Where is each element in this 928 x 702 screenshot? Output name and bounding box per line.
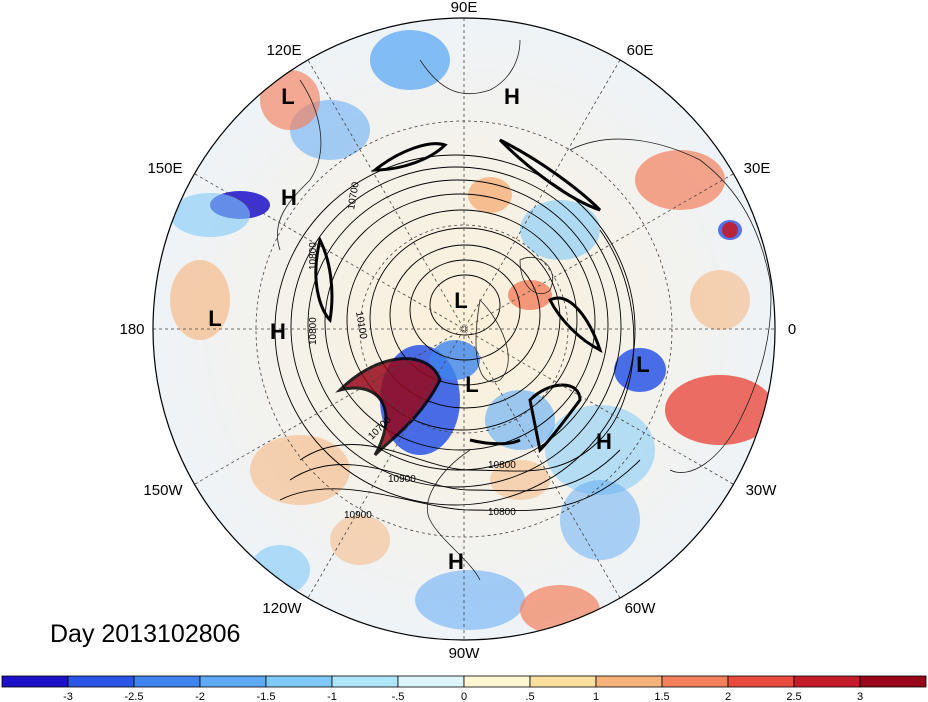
colorbar-swatch — [199, 675, 267, 688]
lon-label-120w: 120W — [262, 600, 302, 617]
high-center: H — [448, 549, 464, 574]
colorbar-swatch — [727, 675, 795, 688]
colorbar-swatch — [661, 675, 729, 688]
contour-label: 10100 — [353, 311, 369, 341]
contour-label: 10800 — [488, 507, 516, 518]
lon-label-60e: 60E — [627, 42, 654, 59]
colorbar-swatch — [397, 675, 465, 688]
low-center: L — [636, 352, 649, 377]
colorbar-swatches — [1, 675, 927, 688]
colorbar-tick-label: .5 — [525, 691, 534, 702]
colorbar-tick-label: 2 — [725, 691, 731, 702]
low-center: L — [454, 288, 467, 313]
colorbar-tick-label: -3 — [63, 691, 73, 702]
contour-label: 10700 — [346, 181, 362, 211]
colorbar-tick-label: -2.5 — [125, 691, 144, 702]
lon-label-180: 180 — [119, 321, 144, 338]
colorbar-tick-label: 1 — [593, 691, 599, 702]
lon-label-30e: 30E — [744, 160, 771, 177]
colorbar-swatch — [1, 675, 69, 688]
colorbar-swatch — [265, 675, 333, 688]
colorbar-swatch — [133, 675, 201, 688]
contour-label: 10800 — [488, 460, 516, 471]
contour-label: 10800 — [308, 242, 319, 270]
colorbar: -3 -2.5 -2 -1.5 -1 -.5 0 .5 1 1.5 2 2.5 3 — [1, 675, 927, 702]
contour-label: 10900 — [388, 474, 416, 485]
lon-label-150w: 150W — [143, 482, 183, 499]
lon-label-60w: 60W — [625, 600, 657, 617]
lon-label-30w: 30W — [746, 482, 778, 499]
polar-stereographic-map: 90E 60E 30E 0 30W 60W 90W 120W 150W 180 … — [119, 0, 796, 662]
colorbar-swatch — [331, 675, 399, 688]
colorbar-tick-label: 1.5 — [654, 691, 669, 702]
coastlines — [276, 39, 772, 581]
low-center: L — [208, 306, 221, 331]
high-center: H — [504, 84, 520, 109]
contour-label: 10800 — [308, 317, 319, 345]
longitude-labels: 90E 60E 30E 0 30W 60W 90W 120W 150W 180 … — [119, 0, 796, 662]
jet-contours — [314, 138, 603, 457]
colorbar-tick-label: 0 — [461, 691, 467, 702]
contour-label: 10900 — [344, 510, 372, 521]
high-center: H — [596, 429, 612, 454]
colorbar-tick-label: -2 — [195, 691, 205, 702]
colorbar-swatch — [67, 675, 135, 688]
colorbar-swatch — [859, 675, 927, 688]
lon-label-0: 0 — [788, 321, 796, 338]
colorbar-tick-label: 2.5 — [786, 691, 801, 702]
lon-label-120e: 120E — [266, 42, 301, 59]
lon-label-150e: 150E — [147, 160, 182, 177]
colorbar-swatch — [463, 675, 531, 688]
colorbar-tick-label: 3 — [857, 691, 863, 702]
pressure-centers: L H H L H L L L H H — [208, 84, 649, 574]
high-center: H — [270, 319, 286, 344]
low-center: L — [281, 84, 294, 109]
colorbar-tick-label: -.5 — [392, 691, 405, 702]
low-center: L — [465, 372, 478, 397]
high-center: H — [281, 185, 297, 210]
colorbar-tick-labels: -3 -2.5 -2 -1.5 -1 -.5 0 .5 1 1.5 2 2.5 3 — [63, 691, 863, 702]
colorbar-swatch — [529, 675, 597, 688]
day-label: Day 2013102806 — [50, 620, 241, 648]
colorbar-swatch — [793, 675, 861, 688]
colorbar-tick-label: -1 — [327, 691, 337, 702]
graticule — [153, 18, 775, 640]
lon-label-90w: 90W — [449, 645, 481, 662]
lon-label-90e: 90E — [451, 0, 478, 16]
colorbar-swatch — [595, 675, 663, 688]
map-boundary — [152, 17, 776, 641]
colorbar-tick-label: -1.5 — [257, 691, 276, 702]
